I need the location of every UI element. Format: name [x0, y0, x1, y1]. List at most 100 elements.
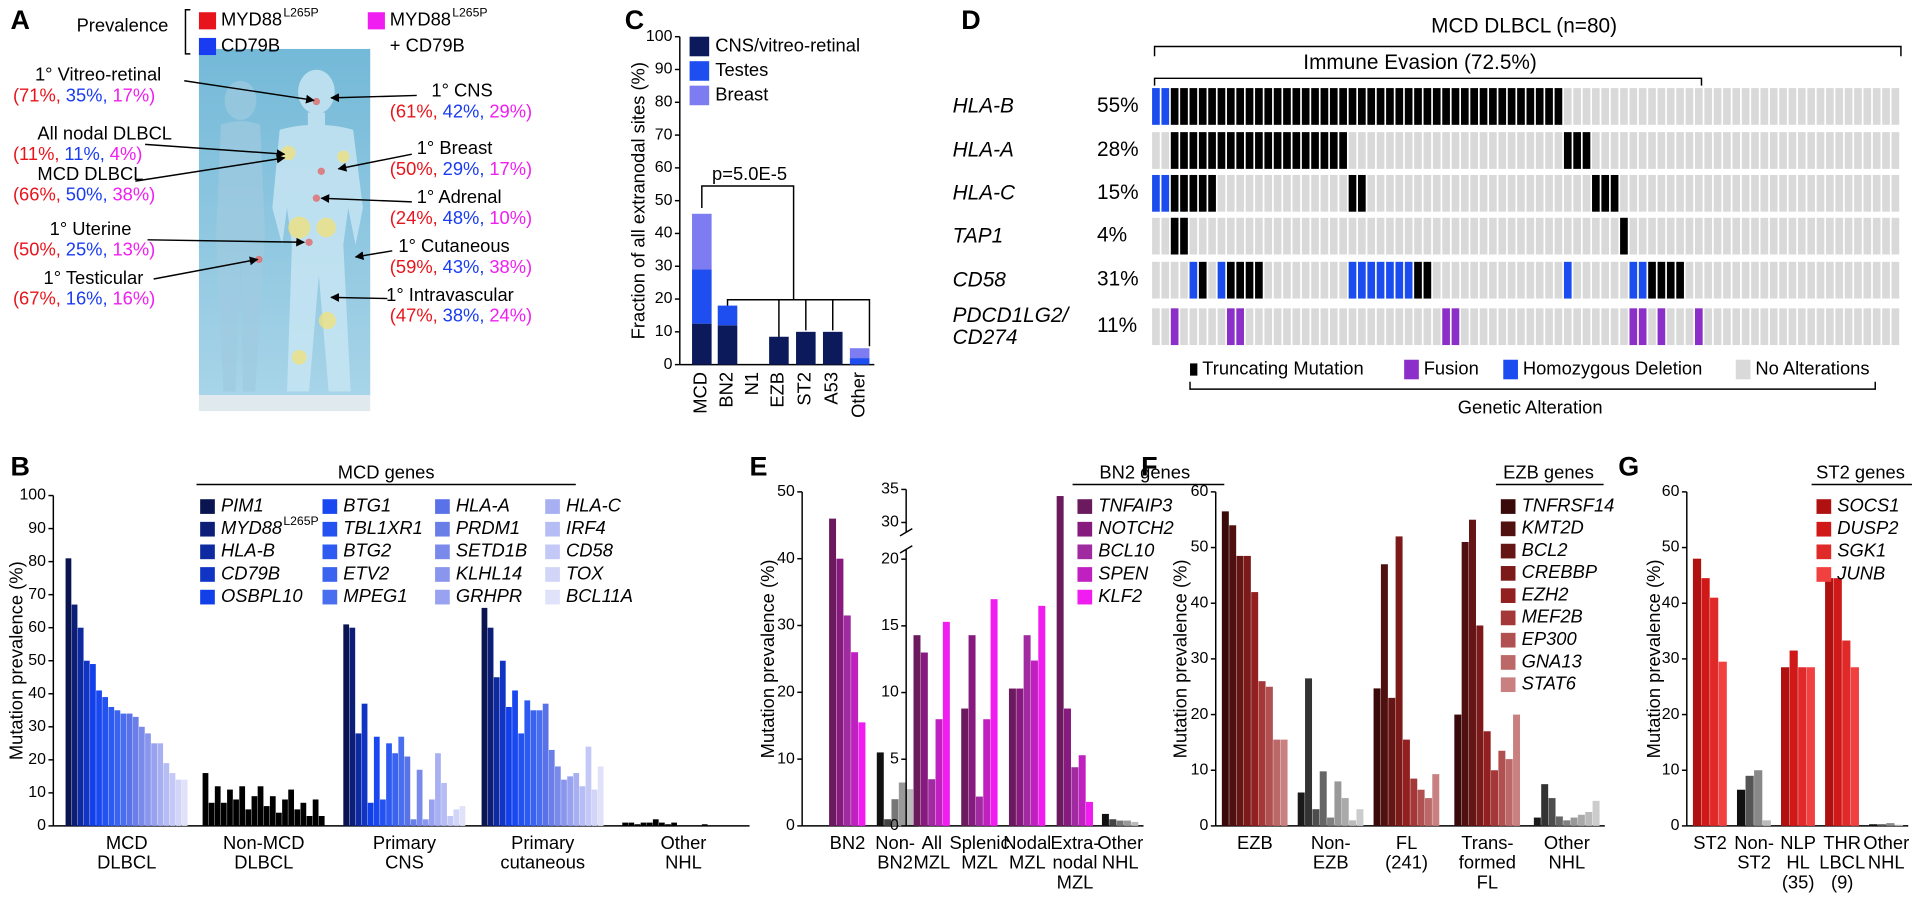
legend-swatch [1077, 567, 1093, 582]
no-alteration-cell [1872, 217, 1881, 255]
no-alteration-cell [1498, 132, 1507, 169]
bar [288, 789, 295, 826]
no-alteration-cell [1648, 217, 1656, 255]
no-alteration-cell [1152, 261, 1160, 299]
no-alteration-cell [1311, 261, 1319, 299]
no-alteration-cell [1301, 308, 1310, 346]
bar [1417, 789, 1425, 826]
no-alteration-cell [1358, 308, 1366, 346]
alteration-cell [1198, 174, 1207, 212]
x-tick-label-box: Non- EZB [1311, 834, 1351, 873]
bar [876, 752, 884, 826]
no-alteration-cell [1395, 132, 1404, 169]
no-alteration-cell [1292, 174, 1301, 212]
bar [671, 822, 677, 826]
x-tick-label: All MZL [913, 834, 951, 874]
no-alteration-cell [1535, 261, 1544, 299]
alteration-cell [1245, 88, 1254, 125]
site-prevalence: 13%) [112, 239, 155, 260]
no-alteration-cell [1563, 88, 1572, 125]
bar [628, 822, 635, 826]
no-alteration-cell [1891, 308, 1900, 346]
no-alteration-cell [1470, 217, 1479, 255]
legend-label: HLA-C [566, 494, 622, 515]
no-alteration-cell [1301, 217, 1310, 255]
gene-label: HLA-A [952, 138, 1014, 162]
no-alteration-cell [1152, 308, 1160, 346]
no-alteration-cell [1283, 174, 1291, 212]
no-alteration-cell [1395, 308, 1404, 346]
bar [453, 809, 460, 826]
legend-label: TNFRSF14 [1522, 494, 1615, 515]
bar [1563, 820, 1571, 826]
alteration-cell [1460, 88, 1469, 125]
legend-swatch [435, 589, 450, 605]
no-alteration-cell [1807, 261, 1815, 299]
bar [481, 607, 488, 826]
alteration-cell [1376, 261, 1385, 299]
no-alteration-cell [1573, 174, 1581, 212]
bar-segment [849, 358, 870, 365]
legend-label: No Alterations [1755, 357, 1869, 378]
no-alteration-cell [1582, 261, 1591, 299]
legend-swatch [1816, 521, 1832, 537]
bar [542, 703, 549, 826]
no-alteration-cell [1301, 261, 1310, 299]
no-alteration-cell [1620, 88, 1628, 125]
no-alteration-cell [1854, 132, 1862, 169]
legend-swatch [1500, 610, 1516, 626]
legend-bracket [184, 9, 191, 55]
site-name: 1° Testicular [44, 267, 144, 288]
bar [1078, 755, 1086, 826]
no-alteration-cell [1723, 308, 1731, 346]
no-alteration-cell [1629, 217, 1638, 255]
bar [435, 753, 441, 826]
no-alteration-cell [1854, 217, 1862, 255]
legend-swatch [1500, 521, 1516, 537]
no-alteration-cell [1797, 132, 1806, 169]
legend-swatch [1077, 544, 1093, 560]
bar [928, 779, 936, 826]
x-tick-label: ST2 [794, 372, 815, 406]
bar [1023, 635, 1031, 826]
no-alteration-cell [1573, 261, 1581, 299]
no-alteration-cell [1386, 174, 1394, 212]
alteration-cell [1657, 308, 1666, 346]
alteration-cell [1283, 132, 1291, 169]
bar [126, 713, 133, 826]
no-alteration-cell [1844, 308, 1853, 346]
no-alteration-cell [1751, 132, 1759, 169]
y-tick-label: 10 [655, 323, 673, 340]
no-alteration-cell [1423, 217, 1432, 255]
bar [1798, 667, 1807, 826]
site-prevalence: 35%, [66, 85, 108, 106]
no-alteration-cell [1760, 261, 1769, 299]
no-alteration-cell [1863, 261, 1872, 299]
bar [96, 690, 102, 826]
no-alteration-cell [1713, 88, 1722, 125]
panel-letter: D [961, 5, 980, 35]
no-alteration-cell [1741, 174, 1750, 212]
y-tick-label: 100 [646, 28, 673, 45]
bar [506, 706, 512, 826]
x-tick-label: N1 [741, 372, 762, 395]
bar [138, 726, 145, 826]
site-prevalence: 16%, [66, 288, 108, 309]
no-alteration-cell [1348, 308, 1357, 346]
no-alteration-cell [1713, 217, 1722, 255]
bar [251, 796, 258, 826]
no-alteration-cell [1638, 174, 1647, 212]
site-prevalence: 16%) [112, 288, 155, 309]
gene-label-box: CD58 [953, 269, 1006, 291]
bar [585, 746, 592, 826]
x-tick-label-box: Non- BN2 [875, 834, 915, 873]
y-tick-label: 5 [890, 750, 899, 767]
no-alteration-cell [1386, 217, 1394, 255]
alteration-cell [1273, 132, 1282, 169]
y-tick-label: 90 [655, 61, 673, 78]
alteration-cell [1273, 88, 1282, 125]
no-alteration-cell [1592, 261, 1600, 299]
no-alteration-cell [1255, 174, 1263, 212]
bar-segment [822, 331, 843, 365]
x-tick-label: Primary CNS [372, 834, 437, 874]
